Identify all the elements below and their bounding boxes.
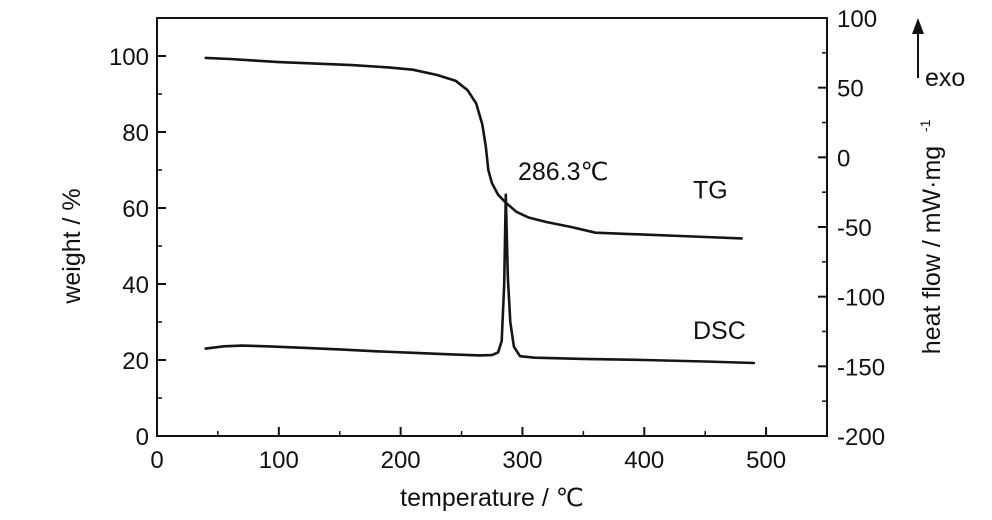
- right-y-tick-label: -100: [837, 285, 885, 312]
- left-y-tick-label: 80: [122, 120, 149, 147]
- x-tick-label: 300: [502, 447, 542, 474]
- right-y-axis: 100 50 0 -50 -100 -150 -200: [818, 6, 885, 451]
- x-tick-label: 400: [624, 447, 664, 474]
- left-y-tick-label: 20: [122, 348, 149, 375]
- x-axis-title: temperature / ℃: [400, 484, 584, 512]
- right-y-axis-title-exponent: -1: [917, 119, 933, 132]
- right-y-tick-label: 0: [837, 145, 850, 172]
- x-tick-label: 500: [746, 447, 786, 474]
- right-y-tick-label: 100: [837, 6, 877, 33]
- x-axis: 0 100 200 300 400 500: [150, 427, 828, 474]
- peak-annotation: 286.3℃: [518, 158, 609, 186]
- exo-label: exo: [925, 64, 965, 92]
- right-y-tick-label: -150: [837, 354, 885, 381]
- left-y-axis-title: weight / %: [58, 188, 86, 304]
- x-tick-label: 200: [381, 447, 421, 474]
- left-y-tick-label: 0: [136, 424, 149, 451]
- left-y-tick-label: 40: [122, 272, 149, 299]
- right-y-tick-label: 50: [837, 76, 864, 103]
- plot-frame: [156, 17, 828, 437]
- series-label-dsc: DSC: [693, 317, 746, 345]
- x-tick-label: 100: [259, 447, 299, 474]
- right-y-axis-title-group: heat flow / mW·mg -1: [917, 119, 946, 354]
- right-y-axis-title: heat flow / mW·mg: [918, 146, 946, 354]
- series-line-dsc: [204, 193, 756, 365]
- x-tick-label: 0: [150, 447, 163, 474]
- series-label-tg: TG: [693, 177, 728, 205]
- right-y-tick-label: -200: [837, 424, 885, 451]
- left-y-tick-label: 60: [122, 196, 149, 223]
- series-layer: TG DSC: [204, 56, 756, 365]
- right-y-tick-label: -50: [837, 215, 872, 242]
- exo-arrow-icon: [912, 18, 924, 34]
- left-y-axis: 0 20 40 60 80 100: [109, 17, 166, 451]
- left-y-tick-label: 100: [109, 44, 149, 71]
- series-line-tg: [204, 56, 743, 240]
